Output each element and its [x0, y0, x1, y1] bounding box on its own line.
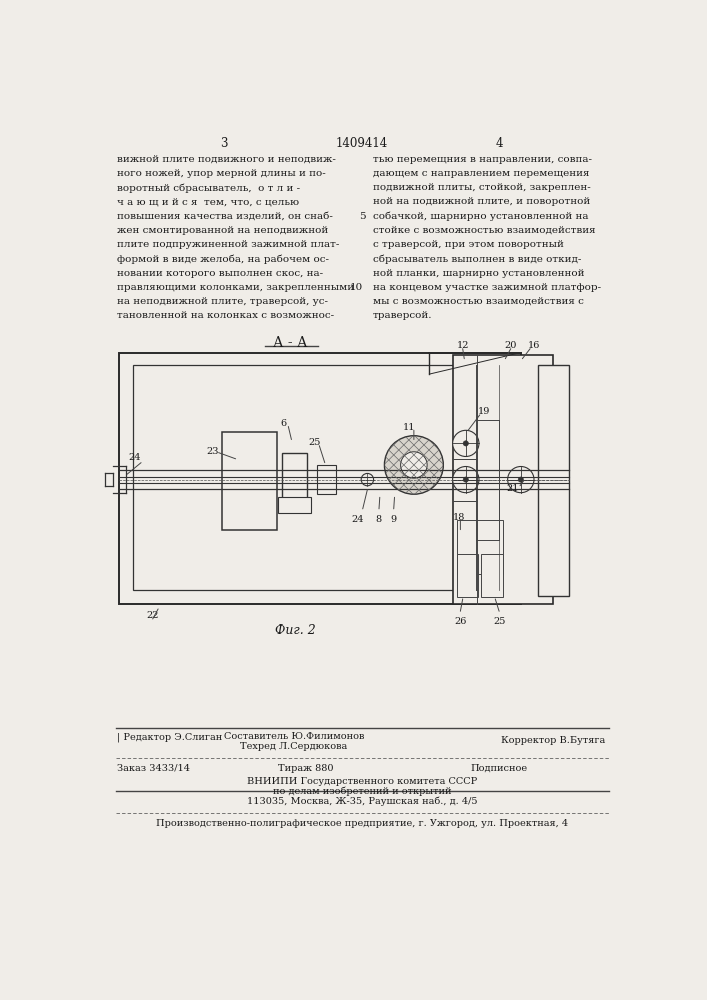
Text: мы с возможностью взаимодействия с: мы с возможностью взаимодействия с	[373, 297, 584, 306]
Text: 25: 25	[308, 438, 321, 447]
Circle shape	[401, 452, 427, 478]
Bar	[282, 453, 307, 505]
Text: дающем с направлением перемещения: дающем с направлением перемещения	[373, 169, 590, 178]
Circle shape	[518, 477, 523, 482]
Text: 9: 9	[390, 515, 396, 524]
Text: 11: 11	[403, 423, 416, 432]
Bar	[538, 365, 569, 596]
Text: 23: 23	[206, 447, 218, 456]
Text: стойке с возможностью взаимодействия: стойке с возможностью взаимодействия	[373, 226, 595, 235]
Text: 113035, Москва, Ж-35, Раушская наб., д. 4/5: 113035, Москва, Ж-35, Раушская наб., д. …	[247, 797, 477, 806]
Text: Техред Л.Сердюкова: Техред Л.Сердюкова	[240, 742, 347, 751]
Circle shape	[452, 430, 479, 456]
Text: 19: 19	[477, 407, 490, 416]
Circle shape	[385, 436, 443, 494]
Circle shape	[452, 466, 479, 493]
Text: 12: 12	[457, 341, 469, 350]
Text: ной планки, шарнирно установленной: ной планки, шарнирно установленной	[373, 269, 584, 278]
Text: правляющими колонками, закрепленными: правляющими колонками, закрепленными	[117, 283, 354, 292]
Text: по делам изобретений и открытий: по делам изобретений и открытий	[273, 787, 451, 796]
Text: Составитель Ю.Филимонов: Составитель Ю.Филимонов	[223, 732, 364, 741]
Text: тановленной на колонках с возможнос-: тановленной на колонках с возможнос-	[117, 311, 334, 320]
Text: тью перемещния в направлении, совпа-: тью перемещния в направлении, совпа-	[373, 155, 592, 164]
Text: повышения качества изделий, он снаб-: повышения качества изделий, он снаб-	[117, 212, 333, 221]
Text: Заказ 3433/14: Заказ 3433/14	[117, 764, 190, 773]
Text: с траверсой, при этом поворотный: с траверсой, при этом поворотный	[373, 240, 563, 249]
Text: 10: 10	[350, 283, 363, 292]
Text: 1409414: 1409414	[336, 137, 388, 150]
Text: А - А: А - А	[274, 336, 308, 350]
Text: ного ножей, упор мерной длины и по-: ного ножей, упор мерной длины и по-	[117, 169, 326, 178]
Text: жен смонтированной на неподвижной: жен смонтированной на неподвижной	[117, 226, 328, 235]
Text: 18: 18	[452, 513, 465, 522]
Text: ВНИИПИ Государственного комитета СССР: ВНИИПИ Государственного комитета СССР	[247, 777, 477, 786]
Circle shape	[463, 441, 469, 446]
Text: на неподвижной плите, траверсой, ус-: на неподвижной плите, траверсой, ус-	[117, 297, 328, 306]
Text: 22: 22	[146, 611, 159, 620]
Text: новании которого выполнен скос, на-: новании которого выполнен скос, на-	[117, 269, 323, 278]
Text: на концевом участке зажимной платфор-: на концевом участке зажимной платфор-	[373, 283, 601, 292]
Text: 3: 3	[221, 137, 228, 150]
Text: Производственно-полиграфическое предприятие, г. Ужгород, ул. Проектная, 4: Производственно-полиграфическое предприя…	[156, 819, 568, 828]
Text: 24: 24	[129, 453, 141, 462]
Text: 26: 26	[454, 617, 467, 626]
Circle shape	[463, 477, 469, 482]
Text: 24: 24	[351, 515, 363, 524]
Text: собачкой, шарнирно установленной на: собачкой, шарнирно установленной на	[373, 212, 588, 221]
Text: ч а ю щ и й с я  тем, что, с целью: ч а ю щ и й с я тем, что, с целью	[117, 197, 299, 206]
Text: Подписное: Подписное	[471, 764, 527, 773]
Bar	[119, 353, 521, 604]
Text: 21: 21	[506, 484, 518, 493]
Bar	[132, 365, 477, 590]
Text: воротный сбрасыватель,  о т л и -: воротный сбрасыватель, о т л и -	[117, 183, 300, 193]
Text: Тираж 880: Тираж 880	[278, 764, 333, 773]
Text: 6: 6	[281, 419, 287, 428]
Text: траверсой.: траверсой.	[373, 311, 432, 320]
Text: плите подпружиненной зажимной плат-: плите подпружиненной зажимной плат-	[117, 240, 339, 249]
Text: ной на подвижной плите, и поворотной: ной на подвижной плите, и поворотной	[373, 197, 590, 206]
Text: подвижной плиты, стойкой, закреплен-: подвижной плиты, стойкой, закреплен-	[373, 183, 590, 192]
Circle shape	[508, 466, 534, 493]
Text: 8: 8	[375, 515, 381, 524]
Text: Корректор В.Бутяга: Корректор В.Бутяга	[501, 736, 605, 745]
Bar	[279, 497, 311, 513]
Bar	[222, 432, 277, 530]
Text: Фиг. 2: Фиг. 2	[275, 624, 315, 637]
Text: 20: 20	[505, 341, 517, 350]
Text: вижной плите подвижного и неподвиж-: вижной плите подвижного и неподвиж-	[117, 155, 336, 164]
Text: | Редактор Э.Слиган: | Редактор Э.Слиган	[117, 732, 222, 742]
Text: сбрасыватель выполнен в виде откид-: сбрасыватель выполнен в виде откид-	[373, 254, 581, 264]
Text: 25: 25	[493, 617, 506, 626]
Bar	[457, 554, 478, 597]
Text: формой в виде желоба, на рабочем ос-: формой в виде желоба, на рабочем ос-	[117, 254, 329, 264]
Bar	[481, 554, 503, 597]
Text: 5: 5	[359, 212, 366, 221]
Text: 16: 16	[528, 341, 540, 350]
Bar	[317, 465, 337, 494]
Bar	[457, 520, 503, 574]
Circle shape	[361, 473, 373, 486]
Bar	[452, 355, 554, 604]
Text: 4: 4	[496, 137, 503, 150]
